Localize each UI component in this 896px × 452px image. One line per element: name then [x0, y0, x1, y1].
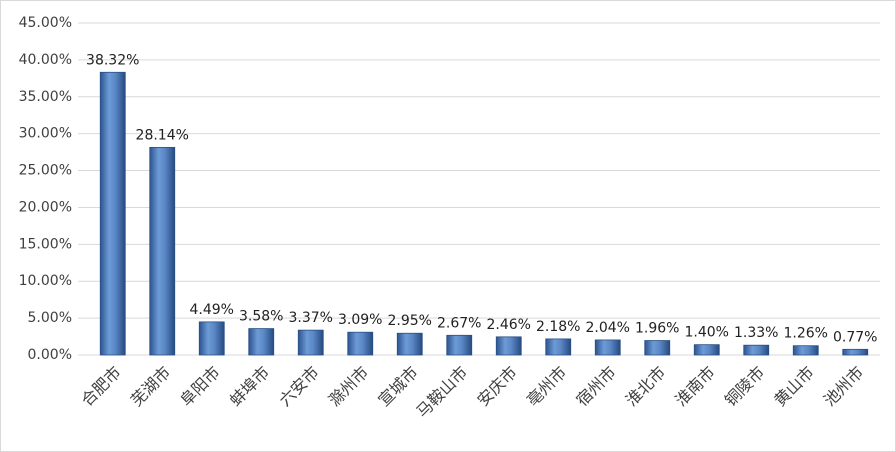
- value-label: 2.04%: [586, 320, 630, 336]
- value-label: 1.96%: [635, 321, 679, 337]
- value-label: 4.49%: [190, 302, 234, 318]
- y-tick-label: 25.00%: [19, 163, 72, 179]
- bar: [297, 329, 324, 356]
- value-label: 1.33%: [734, 325, 778, 341]
- bar: [347, 331, 374, 356]
- value-label: 1.40%: [685, 325, 729, 341]
- y-tick-label: 40.00%: [19, 52, 72, 68]
- bar: [594, 339, 621, 356]
- bar: [446, 334, 473, 356]
- value-label: 3.09%: [338, 312, 382, 328]
- value-label: 1.26%: [784, 326, 828, 342]
- bar: [842, 348, 869, 356]
- bar: [99, 71, 126, 356]
- bar: [396, 332, 423, 356]
- value-label: 38.32%: [86, 52, 139, 68]
- y-tick-label: 35.00%: [19, 89, 72, 105]
- y-tick-label: 5.00%: [28, 310, 72, 326]
- y-tick-label: 10.00%: [19, 273, 72, 289]
- bar: [198, 321, 225, 356]
- value-label: 2.67%: [437, 315, 481, 331]
- bar: [644, 340, 671, 356]
- bar: [149, 146, 176, 356]
- y-tick-label: 15.00%: [19, 236, 72, 252]
- bar: [248, 328, 275, 356]
- value-label: 2.95%: [388, 313, 432, 329]
- value-label: 2.18%: [536, 319, 580, 335]
- value-label: 2.46%: [487, 317, 531, 333]
- y-tick-label: 30.00%: [19, 126, 72, 142]
- y-tick-label: 45.00%: [19, 15, 72, 31]
- y-tick-label: 20.00%: [19, 199, 72, 215]
- bar: [693, 344, 720, 356]
- y-tick-label: 0.00%: [28, 347, 72, 363]
- value-label: 3.58%: [239, 309, 283, 325]
- bar: [743, 344, 770, 356]
- bar: [495, 336, 522, 356]
- bar: [792, 345, 819, 356]
- value-label: 3.37%: [289, 310, 333, 326]
- bar: [545, 338, 572, 356]
- value-label: 0.77%: [833, 329, 877, 345]
- value-label: 28.14%: [136, 127, 189, 143]
